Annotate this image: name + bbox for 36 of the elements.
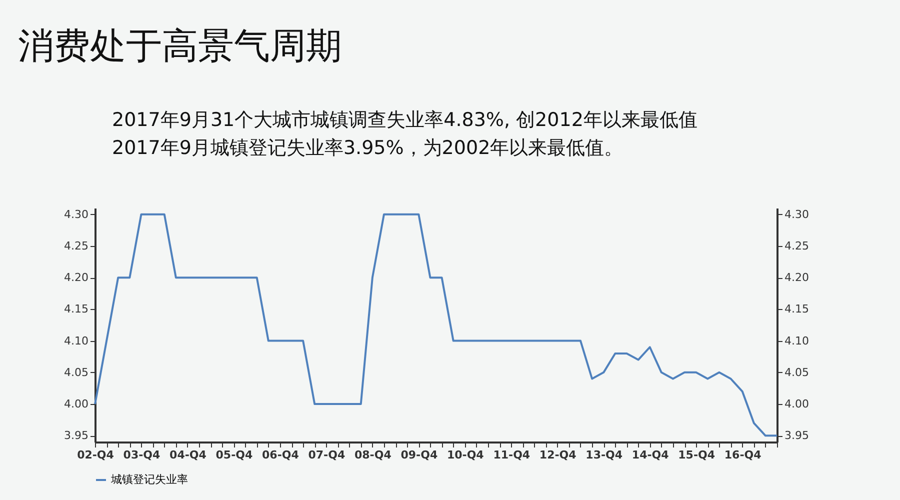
y-tick-label: 3.95 bbox=[64, 429, 88, 442]
x-tick-label: 08-Q4 bbox=[354, 448, 392, 462]
y2-tick-label: 4.25 bbox=[784, 239, 809, 252]
y2-tick-label: 4.30 bbox=[784, 208, 809, 221]
x-tick-label: 07-Q4 bbox=[308, 448, 346, 462]
y-tick-label: 4.30 bbox=[64, 208, 88, 221]
y-tick-label: 4.20 bbox=[64, 271, 88, 284]
y-tick-label: 4.00 bbox=[64, 398, 88, 411]
y2-tick-label: 3.95 bbox=[784, 429, 809, 442]
y2-tick-label: 4.00 bbox=[784, 398, 809, 411]
x-tick-label: 16-Q4 bbox=[724, 448, 762, 462]
x-tick-label: 10-Q4 bbox=[446, 448, 484, 462]
y-tick-label: 4.25 bbox=[64, 239, 88, 252]
x-tick-label: 09-Q4 bbox=[400, 448, 438, 462]
x-tick-label: 15-Q4 bbox=[678, 448, 716, 462]
x-tick-label: 02-Q4 bbox=[77, 448, 114, 462]
y2-tick-label: 4.20 bbox=[784, 271, 809, 284]
y-tick-label: 4.10 bbox=[64, 334, 88, 348]
y2-tick-label: 4.05 bbox=[784, 366, 809, 379]
x-tick-label: 05-Q4 bbox=[216, 448, 253, 462]
chart-subtitle: 2017年9月31个大城市城镇调查失业率4.83%, 创2012年以来最低值 bbox=[112, 108, 698, 133]
x-tick-label: 13-Q4 bbox=[586, 448, 623, 462]
x-tick-label: 04-Q4 bbox=[170, 448, 207, 462]
x-tick-label: 11-Q4 bbox=[493, 448, 530, 462]
y-tick-label: 4.05 bbox=[64, 366, 88, 379]
x-tick-label: 06-Q4 bbox=[262, 448, 300, 462]
x-tick-label: 12-Q4 bbox=[539, 448, 577, 462]
text: 2017年9月城镇登记失业率3.95%，为2002年以来最低值。 bbox=[112, 136, 624, 161]
y2-tick-label: 4.10 bbox=[784, 334, 809, 348]
x-tick-label: 03-Q4 bbox=[123, 448, 161, 462]
x-tick-label: 14-Q4 bbox=[632, 448, 670, 462]
legend-label: 城镇登记失业率 bbox=[110, 473, 188, 486]
chart-title: 消费处于高景气周期 bbox=[18, 25, 342, 69]
y2-tick-label: 4.15 bbox=[784, 302, 809, 316]
line-series bbox=[94, 213, 778, 437]
y-tick-label: 4.15 bbox=[64, 302, 88, 316]
